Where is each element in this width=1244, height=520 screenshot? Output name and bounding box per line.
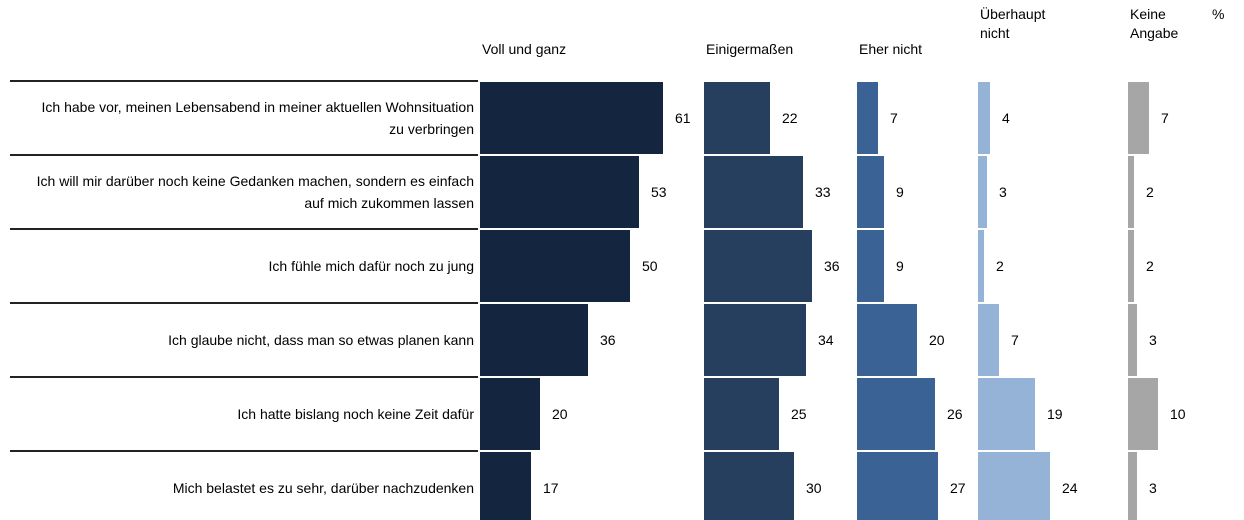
- value-label: 3: [1149, 480, 1157, 496]
- value-label: 50: [642, 258, 658, 274]
- bar: [704, 304, 806, 376]
- bar: [857, 378, 935, 450]
- category-label: Ich will mir darüber noch keine Gedanken…: [36, 173, 474, 211]
- category-label: Ich habe vor, meinen Lebensabend in mein…: [41, 99, 474, 137]
- bar: [1128, 452, 1137, 520]
- bar: [1128, 378, 1158, 450]
- bar: [480, 156, 639, 228]
- bar: [480, 230, 630, 302]
- bar: [978, 304, 999, 376]
- bar: [704, 378, 779, 450]
- legend-label: Überhaupt nicht: [980, 6, 1046, 41]
- row-separator: [10, 154, 478, 156]
- legend-label: Voll und ganz: [482, 41, 567, 57]
- bar: [704, 156, 803, 228]
- value-label: 7: [890, 110, 898, 126]
- value-label: 2: [996, 258, 1004, 274]
- bar: [480, 304, 588, 376]
- bar: [704, 230, 812, 302]
- value-label: 4: [1002, 110, 1010, 126]
- value-label: 26: [947, 406, 963, 422]
- value-label: 2: [1146, 184, 1154, 200]
- value-label: 34: [818, 332, 834, 348]
- value-label: 7: [1011, 332, 1019, 348]
- bar: [1128, 156, 1134, 228]
- value-label: 22: [782, 110, 798, 126]
- category-label: Mich belastet es zu sehr, darüber nachzu…: [172, 480, 474, 496]
- bar: [1128, 304, 1137, 376]
- bar: [857, 452, 938, 520]
- value-label: 3: [999, 184, 1007, 200]
- bar: [857, 230, 884, 302]
- category-label: Ich fühle mich dafür noch zu jung: [268, 258, 474, 274]
- legend-label: Keine Angabe: [1130, 6, 1179, 41]
- category-label: Ich hatte bislang noch keine Zeit dafür: [237, 406, 474, 422]
- value-label: 10: [1170, 406, 1186, 422]
- value-label: 36: [600, 332, 616, 348]
- value-label: 19: [1047, 406, 1063, 422]
- bar: [1128, 230, 1134, 302]
- value-label: 61: [675, 110, 691, 126]
- bar: [1128, 82, 1149, 154]
- value-label: 17: [543, 480, 559, 496]
- row-separator: [10, 228, 478, 230]
- legend-label: Eher nicht: [859, 41, 923, 57]
- value-label: 9: [896, 184, 904, 200]
- value-label: 53: [651, 184, 667, 200]
- value-label: 9: [896, 258, 904, 274]
- row-separator: [10, 302, 478, 304]
- bar: [480, 378, 540, 450]
- value-label: 2: [1146, 258, 1154, 274]
- bar: [480, 82, 663, 154]
- category-label: Ich glaube nicht, dass man so etwas plan…: [168, 332, 474, 348]
- bar: [978, 82, 990, 154]
- row-separator: [10, 80, 478, 82]
- bar: [857, 82, 878, 154]
- bar: [978, 452, 1050, 520]
- bar: [704, 82, 770, 154]
- value-label: 3: [1149, 332, 1157, 348]
- bar: [857, 156, 884, 228]
- bar: [978, 230, 984, 302]
- row-separator: [10, 450, 478, 452]
- value-label: 27: [950, 480, 966, 496]
- bar: [857, 304, 917, 376]
- legend-label: Einigermaßen: [706, 41, 794, 57]
- value-label: 25: [791, 406, 807, 422]
- unit-label: %: [1212, 6, 1225, 22]
- bar: [978, 156, 987, 228]
- bar: [704, 452, 794, 520]
- value-label: 20: [552, 406, 568, 422]
- value-label: 36: [824, 258, 840, 274]
- value-label: 30: [806, 480, 822, 496]
- value-label: 24: [1062, 480, 1078, 496]
- value-label: 33: [815, 184, 831, 200]
- bar: [978, 378, 1035, 450]
- value-label: 20: [929, 332, 945, 348]
- row-separator: [10, 376, 478, 378]
- value-label: 7: [1161, 110, 1169, 126]
- bar: [480, 452, 531, 520]
